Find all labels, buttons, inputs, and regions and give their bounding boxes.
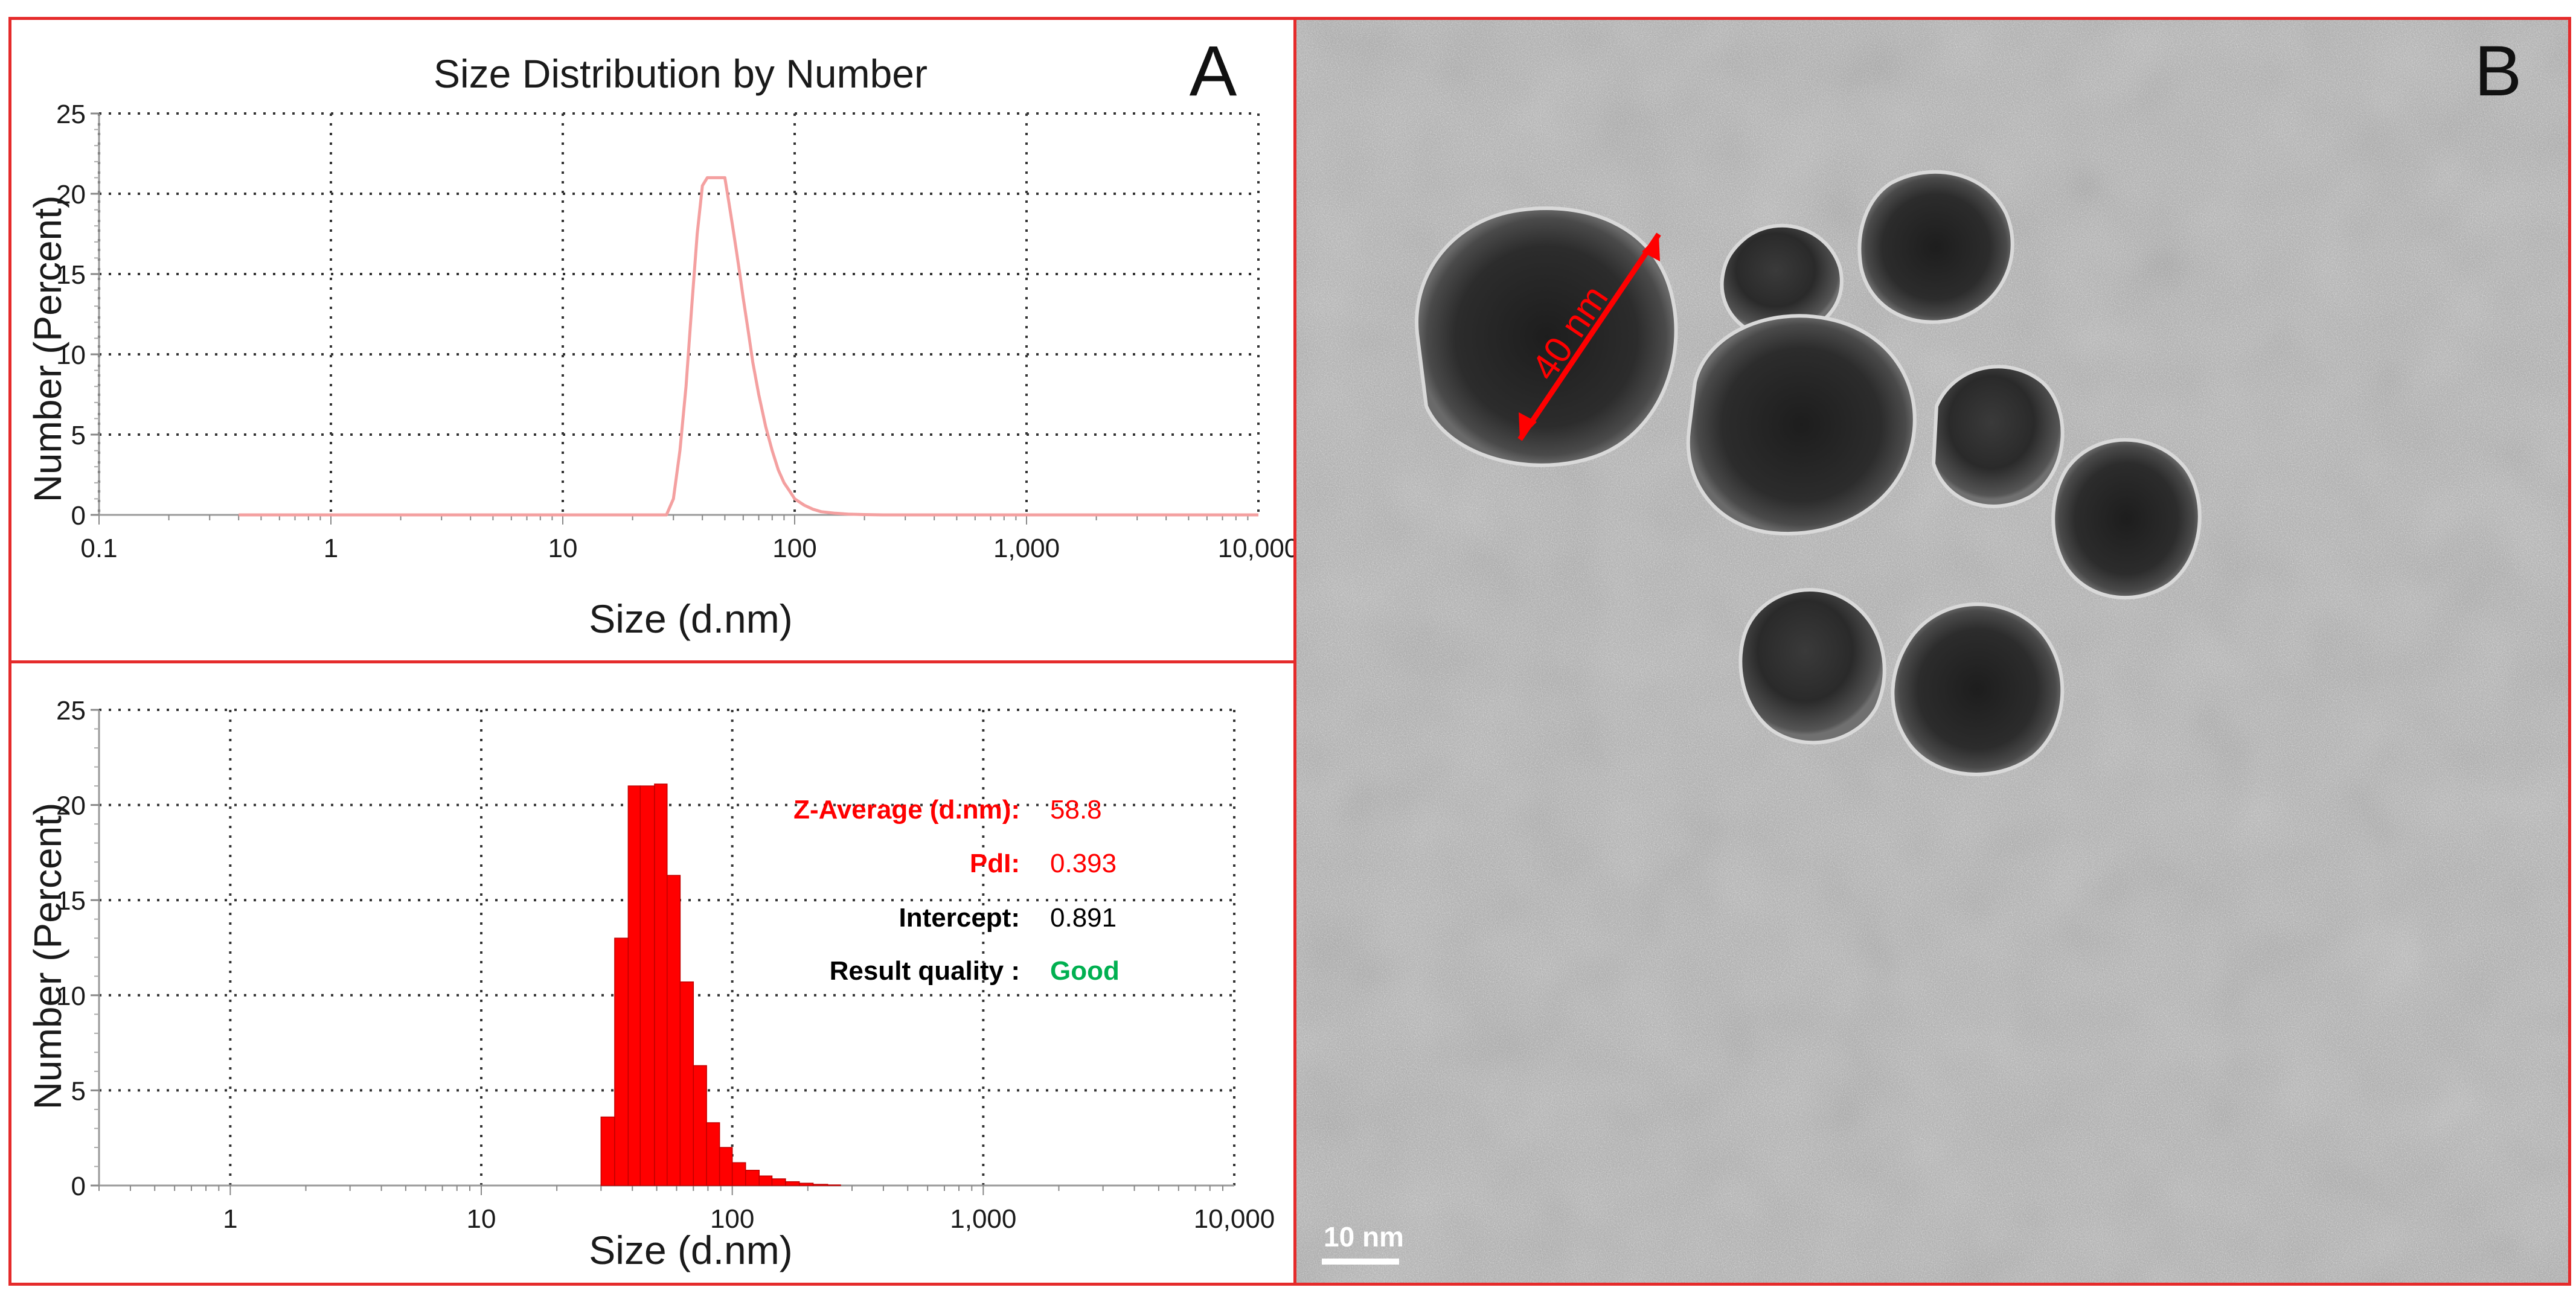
histogram-bar xyxy=(679,981,694,1186)
size-distribution-histogram: Number (Percent) Size (d.nm) 0 5 10 15 20 25 1… xyxy=(26,696,1275,1272)
x-tick-label: 1 xyxy=(324,534,338,563)
tem-micrograph: 40 nm 10 nm B xyxy=(1296,20,2568,1283)
histogram-bar xyxy=(827,1184,841,1186)
histogram-bar xyxy=(798,1182,814,1186)
size-distribution-histogram-panel: Number (Percent) Size (d.nm) 0 5 10 15 20 25 1… xyxy=(8,660,1298,1286)
annotation-label: Intercept: xyxy=(899,903,1020,933)
x-tick-label: 1,000 xyxy=(993,534,1060,563)
scale-bar: 10 nm xyxy=(1322,1221,1404,1265)
x-tick-label: 10,000 xyxy=(1218,534,1295,563)
x-axis-label: Size (d.nm) xyxy=(589,1228,792,1272)
nanoparticle xyxy=(1931,365,2065,508)
x-tick-label: 100 xyxy=(710,1204,754,1234)
y-tick-label: 20 xyxy=(56,791,86,821)
histogram-bar xyxy=(693,1065,707,1186)
x-tick-label: 10 xyxy=(467,1204,496,1234)
y-tick-label: 10 xyxy=(56,340,86,370)
x-tick-label: 1,000 xyxy=(950,1204,1016,1234)
nanoparticle xyxy=(1891,602,2065,776)
nanoparticle xyxy=(1415,206,1678,467)
y-tick-label: 5 xyxy=(71,1076,86,1106)
histogram-bar xyxy=(785,1181,800,1186)
y-tick-label: 5 xyxy=(71,421,86,450)
histogram-bar xyxy=(706,1122,720,1186)
x-tick-label: 100 xyxy=(772,534,816,563)
nanoparticle xyxy=(2051,438,2202,600)
histogram-bar xyxy=(745,1170,760,1186)
y-tick-label: 25 xyxy=(56,696,86,726)
distribution-line xyxy=(239,176,1258,517)
annotation-value: 0.393 xyxy=(1050,849,1117,878)
panel-label-b: B xyxy=(2475,31,2522,111)
nanoparticle xyxy=(1738,588,1886,745)
y-tick-label: 0 xyxy=(71,501,86,531)
x-tick-label: 10 xyxy=(548,534,578,563)
histogram-bar xyxy=(731,1162,746,1186)
panel-label-a: A xyxy=(1190,31,1237,111)
annotation-label: Z-Average (d.nm): xyxy=(793,795,1020,825)
y-axis-label: Number (Percent) xyxy=(26,196,69,503)
nanoparticle xyxy=(1857,170,2014,324)
histogram-bar xyxy=(666,875,681,1186)
size-distribution-line-chart: Size Distribution by Number A Number (Pe… xyxy=(26,31,1299,641)
x-axis-label: Size (d.nm) xyxy=(589,596,792,641)
size-distribution-line-panel: Size Distribution by Number A Number (Pe… xyxy=(8,17,1299,664)
histogram-bar xyxy=(654,783,668,1186)
histogram-bar xyxy=(600,1116,615,1186)
annotation-label: PdI: xyxy=(970,849,1020,878)
histogram-bar xyxy=(812,1184,828,1186)
annotation-value: 0.891 xyxy=(1050,903,1117,933)
y-tick-label: 10 xyxy=(56,981,86,1011)
annotation-value: 58.8 xyxy=(1050,795,1102,825)
y-tick-label: 0 xyxy=(71,1172,86,1201)
x-tick-label: 1 xyxy=(223,1204,237,1234)
nanoparticle-cluster xyxy=(1415,170,2202,776)
histogram-bar xyxy=(771,1178,786,1186)
annotation-label: Result quality : xyxy=(830,956,1020,986)
x-tick-label: 10,000 xyxy=(1194,1204,1275,1234)
nanoparticle xyxy=(1686,314,1917,536)
scale-bar-label: 10 nm xyxy=(1324,1221,1404,1253)
y-tick-label: 20 xyxy=(56,180,86,209)
histogram-bar xyxy=(719,1147,733,1186)
tem-micrograph-panel: 40 nm 10 nm B xyxy=(1293,17,2571,1286)
histogram-bar xyxy=(639,785,655,1186)
chart-title: Size Distribution by Number xyxy=(434,51,928,96)
x-tick-label: 0.1 xyxy=(80,534,117,563)
histogram-bar xyxy=(758,1175,773,1186)
annotation-value: Good xyxy=(1050,956,1120,986)
y-tick-label: 25 xyxy=(56,100,86,129)
histogram-bar xyxy=(614,937,629,1186)
y-tick-label: 15 xyxy=(56,886,86,916)
y-axis-label: Number (Percent) xyxy=(26,803,69,1110)
y-tick-label: 15 xyxy=(56,260,86,290)
histogram-bar xyxy=(627,785,641,1186)
